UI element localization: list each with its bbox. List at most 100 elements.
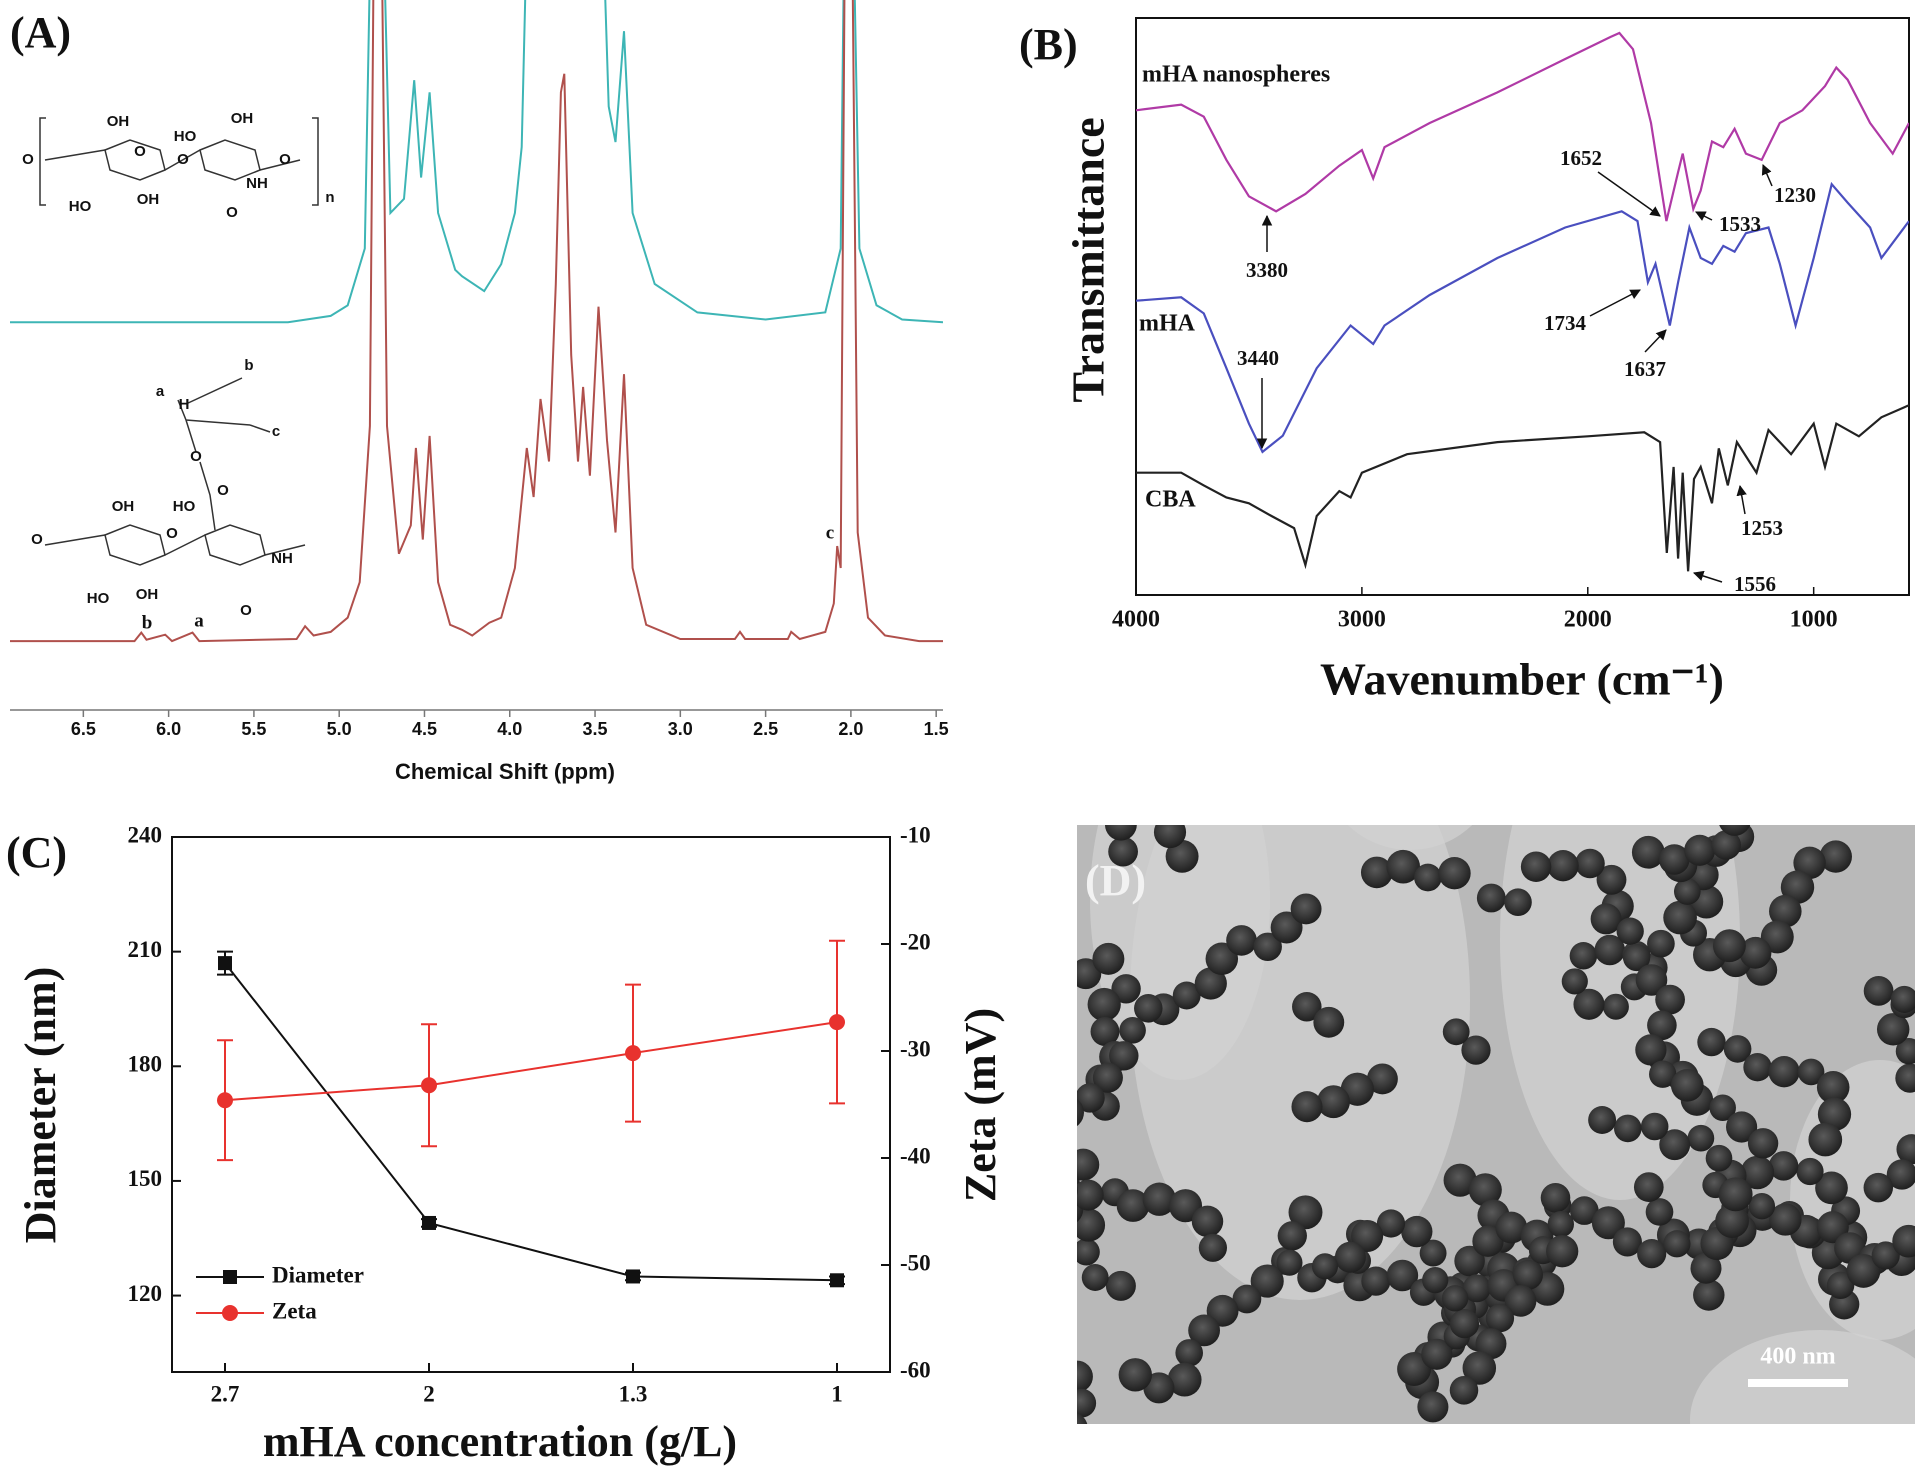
tem-texture (1090, 825, 1270, 1080)
particle (1569, 1196, 1599, 1225)
particle (1462, 1274, 1491, 1303)
particle (1663, 900, 1697, 935)
x-tick-label: 2 (423, 1381, 435, 1406)
particle (1711, 830, 1741, 860)
particle (1276, 1249, 1303, 1276)
particle (1684, 834, 1716, 866)
series-label: CBA (1145, 487, 1196, 513)
particle (1270, 911, 1303, 944)
atom-label: OH (137, 191, 160, 208)
peak-arrow (1644, 329, 1667, 353)
particle (1663, 1230, 1691, 1258)
x-tick-label: 2.5 (753, 719, 778, 739)
atom-label: NH (246, 175, 268, 192)
particle (1077, 1238, 1100, 1266)
particle (1645, 1198, 1674, 1226)
panel-label: (C) (6, 828, 67, 877)
peak-arrow (1695, 211, 1713, 221)
atom-label: H (179, 396, 190, 413)
particle (1622, 943, 1651, 972)
marker (218, 956, 232, 971)
particle (1421, 1338, 1453, 1370)
particle (1687, 1124, 1715, 1152)
peak-label: 1253 (1741, 516, 1783, 540)
side-chain (177, 377, 271, 531)
y2-tick-label: -10 (900, 822, 931, 847)
particle (1116, 1189, 1150, 1222)
x-tick-label: 1000 (1790, 607, 1838, 633)
particle (1361, 1266, 1391, 1296)
tem-texture (1347, 825, 1473, 850)
particle (1602, 993, 1629, 1020)
atom-label: b (244, 357, 253, 374)
peak-label: 1652 (1560, 146, 1602, 170)
marker (829, 1014, 845, 1031)
atom-label: OH (112, 498, 135, 515)
marker (625, 1045, 641, 1062)
particle (1748, 1193, 1776, 1220)
particle (1334, 1241, 1366, 1273)
atom-label: O (190, 448, 202, 465)
atom-label: OH (231, 110, 254, 127)
particle (1846, 1253, 1881, 1288)
peak-arrow (1693, 570, 1723, 583)
particle (1401, 1215, 1433, 1248)
particle (1175, 1339, 1203, 1367)
particle (1815, 1171, 1848, 1205)
particle (1472, 1225, 1504, 1257)
legend-label: Diameter (272, 1262, 364, 1287)
atom-label: O (134, 143, 146, 160)
peak-label: b (142, 612, 153, 633)
bracket (39, 117, 319, 206)
particle (1292, 991, 1322, 1022)
particle (1119, 1017, 1146, 1044)
particle (1647, 1010, 1677, 1041)
particle (1232, 1284, 1262, 1314)
particle (1313, 1006, 1345, 1038)
panel-label: (D) (1085, 856, 1146, 905)
particle (1317, 1085, 1350, 1119)
particle (1718, 1177, 1753, 1212)
y-tick-label: 120 (128, 1281, 163, 1306)
particle (1417, 1391, 1449, 1423)
particle (1366, 1063, 1398, 1095)
series-line (224, 1021, 838, 1102)
particle (1111, 974, 1141, 1004)
peak-label: 1230 (1774, 183, 1816, 207)
particle (1495, 1211, 1528, 1244)
bond (259, 159, 301, 171)
particle (1886, 1159, 1915, 1190)
plot-area (1077, 825, 1915, 1424)
particle (1637, 1239, 1667, 1269)
x-tick-label: 2000 (1564, 607, 1612, 633)
particle (1462, 1351, 1497, 1385)
particle (1690, 1252, 1722, 1284)
x-axis-title: mHA concentration (g/L) (263, 1417, 737, 1466)
atom-label: a (156, 383, 165, 400)
particle (1613, 1114, 1642, 1143)
particle (1077, 1179, 1104, 1211)
particle (1311, 1253, 1339, 1280)
atom-label: HO (174, 128, 197, 145)
particle (1863, 976, 1894, 1006)
x-tick-label: 4.5 (412, 719, 437, 739)
y-tick-label: 210 (128, 937, 163, 962)
marker (217, 1092, 233, 1109)
marker (626, 1269, 640, 1284)
particle (1090, 1017, 1120, 1046)
atom-label: O (226, 204, 238, 221)
atom-label: OH (136, 586, 159, 603)
particle (1769, 1203, 1802, 1236)
particle (1808, 1122, 1843, 1157)
peak-label: 1556 (1734, 572, 1776, 596)
atom-label: O (217, 482, 229, 499)
particle (1635, 1034, 1667, 1066)
x-tick-label: 3000 (1338, 607, 1386, 633)
atom-label: O (31, 531, 43, 548)
particle (1077, 1388, 1097, 1418)
particle (1540, 1183, 1571, 1213)
particle (1588, 1106, 1617, 1134)
particle (1291, 1091, 1323, 1123)
particle (1895, 1063, 1915, 1093)
